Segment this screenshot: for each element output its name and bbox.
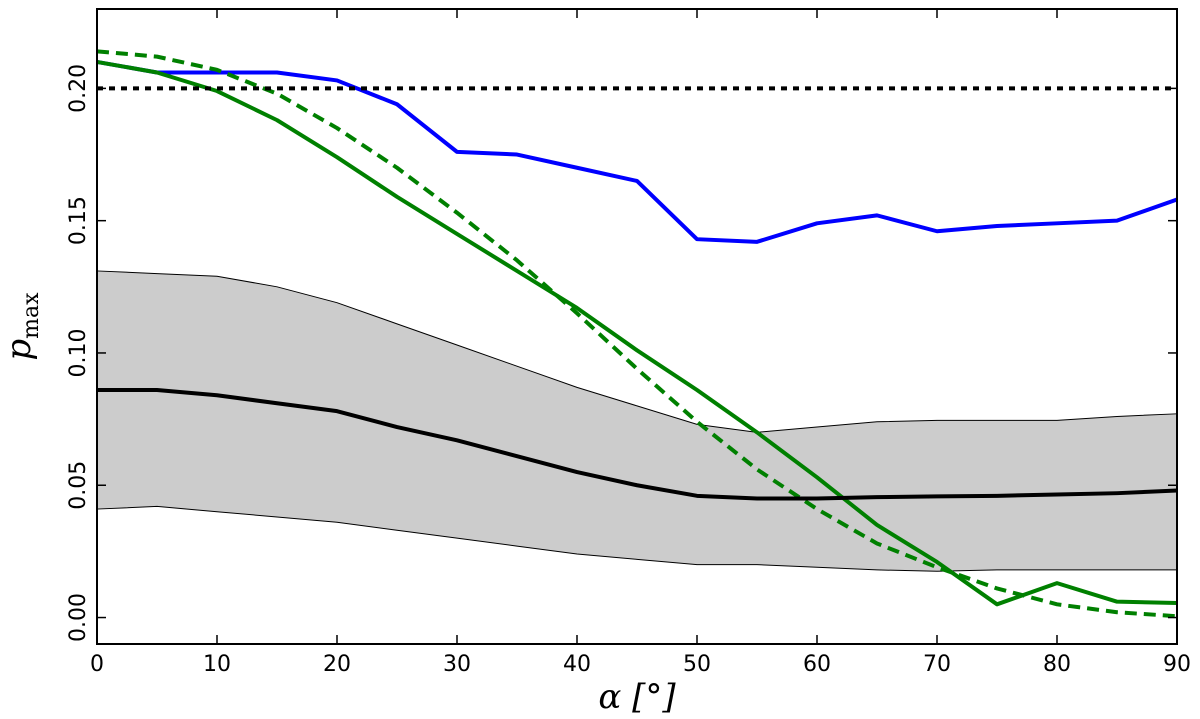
x-tick-label: 40 [563, 652, 591, 677]
y-axis-label-subscript: max [19, 292, 44, 339]
y-tick-label: 0.05 [66, 461, 91, 510]
y-axis-label-main: p [0, 339, 39, 361]
band-upper-edge [96, 270, 1178, 433]
band-fill [97, 270, 1177, 572]
y-tick-label: 0.10 [66, 328, 91, 377]
x-tick-label: 30 [443, 652, 471, 677]
tick-layer [96, 9, 1178, 644]
y-tick-label: 0.00 [66, 593, 91, 642]
x-tick-label: 90 [1163, 652, 1191, 677]
x-tick-label: 70 [923, 652, 951, 677]
x-tick-label: 20 [323, 652, 351, 677]
x-tick-label: 60 [803, 652, 831, 677]
series-line-4 [97, 388, 1178, 501]
series-line-3 [96, 49, 1178, 619]
x-tick-label: 80 [1043, 652, 1071, 677]
x-tick-label: 50 [683, 652, 711, 677]
y-axis-label: pmax [0, 292, 44, 361]
band-layer [96, 270, 1178, 572]
series-line-2 [96, 59, 1178, 607]
y-tick-label: 0.20 [66, 64, 91, 113]
series-layer [96, 49, 1178, 619]
tick-label-layer: 0 10 20 30 40 50 60 70 80 90 0.00 0.05 0.10 0.15 0.20 [66, 64, 1191, 677]
band-lower-edge [96, 505, 1177, 572]
plot-frame [96, 8, 1178, 645]
y-tick-label: 0.15 [66, 196, 91, 245]
x-tick-label: 10 [203, 652, 231, 677]
x-tick-label: 0 [90, 652, 104, 677]
x-axis-label: α [°] [598, 677, 676, 717]
series-line-1 [96, 59, 1178, 244]
